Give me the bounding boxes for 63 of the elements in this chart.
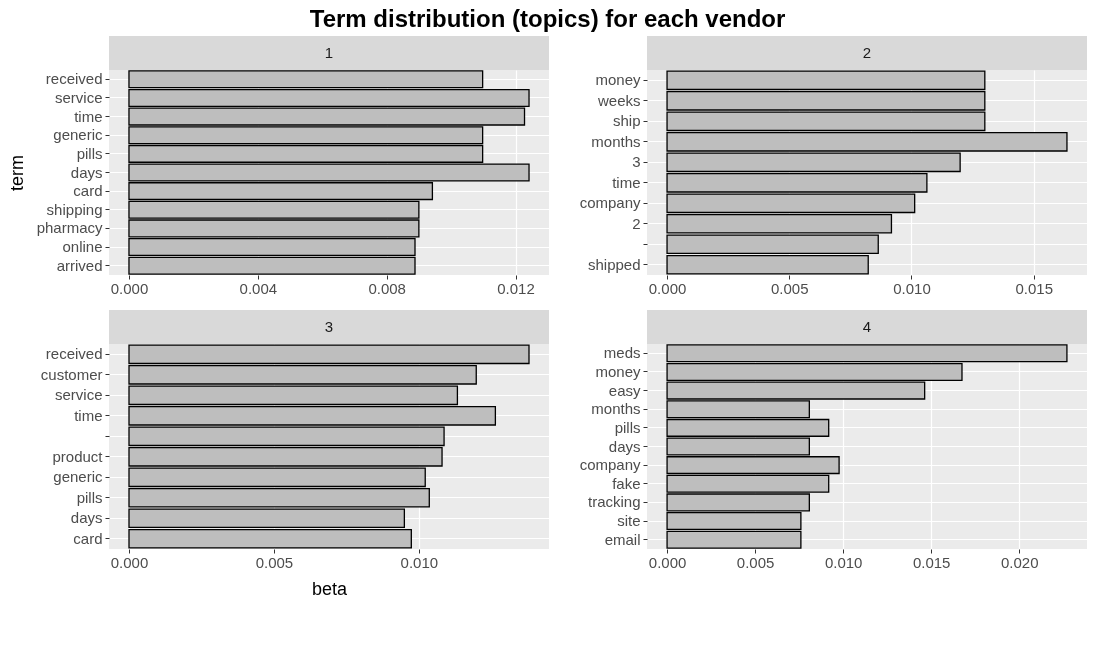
y-tick-label: fake [612,474,641,492]
x-tick-label: 0.000 [648,279,687,297]
x-tick-label: 0.008 [368,279,406,297]
y-tick-label: card [73,529,103,547]
x-tick-label: 0.010 [400,553,439,571]
y-tick-label: online [62,238,103,256]
chart-title: Term distribution (topics) for each vendor [309,5,786,32]
y-tick-label: company [579,456,641,474]
y-tick-label: shipped [587,255,641,273]
x-tick-label: 0.015 [1015,279,1053,297]
x-tick-label: 0.015 [912,553,951,571]
y-tick-label: shipping [46,200,103,218]
chart-subtitle: 3 [324,318,334,335]
y-tick-label: company [579,194,641,212]
y-tick-label: service [54,88,103,106]
y-tick-label: tracking [587,493,641,511]
y-tick-label: product [52,447,104,465]
y-tick-label: pharmacy [36,219,103,237]
x-axis-title: beta [311,578,348,599]
x-tick-label: 0.010 [824,553,863,571]
x-tick-label: 0.004 [239,279,278,297]
y-tick-label: days [70,163,103,181]
y-tick-label: ship [612,112,641,130]
chart-subtitle: 2 [862,44,872,61]
chart-subtitle: 4 [862,318,872,335]
x-tick-label: 0.012 [497,279,535,297]
y-tick-label: months [591,132,641,150]
y-tick-label: pills [614,418,641,436]
y-tick-label: generic [53,468,103,486]
y-tick-label: 2 [632,214,641,232]
y-tick-label: time [612,173,641,191]
y-tick-label: months [591,400,641,418]
y-tick-label: site [617,512,641,530]
y-tick-label: pills [76,488,103,506]
y-tick-label: easy [608,381,641,399]
y-tick-label: meds [603,344,641,362]
x-tick-label: 0.005 [255,553,294,571]
y-tick-label: received [45,70,103,88]
y-tick-label: email [604,530,641,548]
x-tick-label: 0.005 [736,553,775,571]
y-tick-label: 3 [632,153,641,171]
y-tick-label: arrived [56,256,103,274]
y-tick-label: time [74,406,103,424]
x-tick-label: 0.000 [110,279,149,297]
x-tick-label: 0.010 [893,279,931,297]
y-tick-label: card [73,182,103,200]
y-tick-label: service [54,386,103,404]
y-tick-label: time [74,107,103,125]
y-tick-label: generic [53,126,103,144]
x-tick-label: 0.000 [648,553,687,571]
y-tick-label: days [70,509,103,527]
y-axis-title: term [6,155,27,191]
y-tick-label: days [608,437,641,455]
x-tick-label: 0.000 [110,553,149,571]
x-tick-label: 0.020 [1000,553,1039,571]
y-tick-label: money [595,362,641,380]
y-tick-label: weeks [596,91,641,109]
y-tick-label: money [595,71,641,89]
y-tick-label: received [45,345,103,363]
chart-subtitle: 1 [324,44,334,61]
y-tick-label: customer [40,365,103,383]
x-tick-label: 0.005 [770,279,809,297]
y-tick-label: pills [76,144,103,162]
